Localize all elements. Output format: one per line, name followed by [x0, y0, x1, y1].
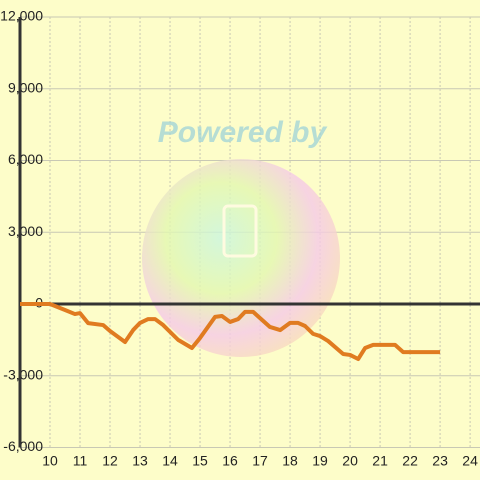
- y-tick-label: 3,000: [8, 223, 43, 239]
- x-tick-label: 11: [73, 453, 88, 469]
- x-tick-label: 22: [402, 453, 418, 469]
- x-tick-label: 19: [312, 453, 328, 469]
- data-line: [20, 302, 441, 362]
- y-tick-label: 12,000: [0, 8, 43, 24]
- x-tick-label: 14: [162, 453, 178, 469]
- x-tick-label: 17: [252, 453, 268, 469]
- x-tick-label: 13: [132, 453, 148, 469]
- x-tick-label: 21: [372, 453, 388, 469]
- x-tick-label: 18: [282, 453, 298, 469]
- watermark-logo: [142, 159, 340, 357]
- x-tick-label: 23: [432, 453, 448, 469]
- y-tick-label: 9,000: [8, 79, 43, 95]
- watermark: Powered by: [158, 116, 328, 149]
- y-tick-label: 6,000: [8, 151, 43, 167]
- x-tick-label: 10: [42, 453, 58, 469]
- watermark-icon: [222, 204, 258, 258]
- y-tick-label: -3,000: [3, 366, 43, 382]
- y-tick-label: -6,000: [3, 438, 43, 454]
- x-tick-label: 15: [192, 453, 208, 469]
- x-tick-label: 16: [222, 453, 238, 469]
- x-tick-label: 20: [342, 453, 358, 469]
- x-tick-label: 24: [462, 453, 478, 469]
- x-tick-label: 12: [102, 453, 118, 469]
